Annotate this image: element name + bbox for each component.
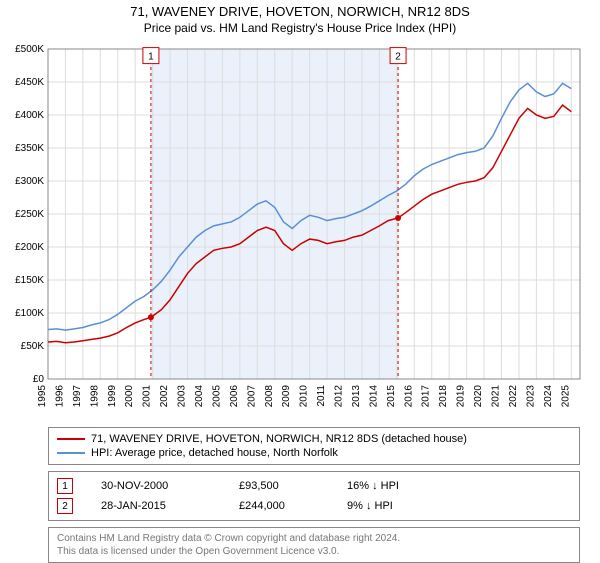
- transaction-price: £244,000: [239, 500, 319, 512]
- attribution: Contains HM Land Registry data © Crown c…: [48, 527, 580, 563]
- svg-text:2: 2: [395, 52, 401, 63]
- svg-text:2025: 2025: [560, 385, 571, 408]
- transactions-table: 1 30-NOV-2000 £93,500 16% ↓ HPI 2 28-JAN-2015…: [48, 471, 580, 521]
- svg-text:2009: 2009: [281, 385, 292, 408]
- svg-text:2001: 2001: [142, 385, 153, 408]
- svg-text:£500K: £500K: [15, 44, 44, 55]
- transaction-marker: 1: [57, 478, 73, 494]
- transaction-marker: 2: [57, 498, 73, 514]
- svg-text:1997: 1997: [72, 385, 83, 408]
- transaction-date: 28-JAN-2015: [101, 500, 211, 512]
- svg-text:2022: 2022: [508, 385, 519, 408]
- svg-text:£150K: £150K: [15, 275, 44, 286]
- transaction-date: 30-NOV-2000: [101, 480, 211, 492]
- svg-text:2005: 2005: [211, 385, 222, 408]
- svg-text:2000: 2000: [124, 385, 135, 408]
- transaction-row: 1 30-NOV-2000 £93,500 16% ↓ HPI: [57, 476, 571, 496]
- svg-text:£200K: £200K: [15, 242, 44, 253]
- svg-text:£450K: £450K: [15, 77, 44, 88]
- transaction-price: £93,500: [239, 480, 319, 492]
- svg-text:2018: 2018: [438, 385, 449, 408]
- transaction-delta: 9% ↓ HPI: [347, 500, 393, 512]
- svg-text:£50K: £50K: [21, 341, 45, 352]
- svg-text:1: 1: [148, 52, 154, 63]
- svg-text:£0: £0: [33, 374, 45, 385]
- svg-text:2016: 2016: [403, 385, 414, 408]
- svg-text:£350K: £350K: [15, 143, 44, 154]
- chart-subtitle: Price paid vs. HM Land Registry's House …: [0, 21, 600, 35]
- attribution-line: Contains HM Land Registry data © Crown c…: [57, 532, 571, 545]
- transaction-delta: 16% ↓ HPI: [347, 480, 399, 492]
- attribution-line: This data is licensed under the Open Gov…: [57, 545, 571, 558]
- svg-text:2012: 2012: [334, 385, 345, 408]
- legend-label: 71, WAVENEY DRIVE, HOVETON, NORWICH, NR1…: [91, 433, 467, 445]
- svg-text:£300K: £300K: [15, 176, 44, 187]
- svg-text:2019: 2019: [456, 385, 467, 408]
- svg-text:2003: 2003: [177, 385, 188, 408]
- legend-row: 71, WAVENEY DRIVE, HOVETON, NORWICH, NR1…: [57, 432, 571, 446]
- svg-text:1998: 1998: [89, 385, 100, 408]
- svg-text:2004: 2004: [194, 385, 205, 408]
- legend-swatch: [57, 452, 85, 454]
- svg-text:1999: 1999: [107, 385, 118, 408]
- svg-text:2021: 2021: [491, 385, 502, 408]
- svg-text:2023: 2023: [525, 385, 536, 408]
- svg-text:£250K: £250K: [15, 209, 44, 220]
- price-chart: £0 £50K £100K £150K £200K £250K £300K £350K £400…: [0, 41, 600, 421]
- svg-text:2013: 2013: [351, 385, 362, 408]
- legend-label: HPI: Average price, detached house, Nort…: [91, 447, 338, 459]
- svg-text:2020: 2020: [473, 385, 484, 408]
- svg-text:£100K: £100K: [15, 308, 44, 319]
- svg-text:2008: 2008: [264, 385, 275, 408]
- svg-text:1995: 1995: [37, 385, 48, 408]
- svg-text:2017: 2017: [421, 385, 432, 408]
- chart-title: 71, WAVENEY DRIVE, HOVETON, NORWICH, NR1…: [0, 4, 600, 19]
- legend: 71, WAVENEY DRIVE, HOVETON, NORWICH, NR1…: [48, 427, 580, 465]
- legend-swatch: [57, 438, 85, 440]
- transaction-row: 2 28-JAN-2015 £244,000 9% ↓ HPI: [57, 496, 571, 516]
- svg-text:2015: 2015: [386, 385, 397, 408]
- svg-text:2010: 2010: [299, 385, 310, 408]
- legend-row: HPI: Average price, detached house, Nort…: [57, 446, 571, 460]
- svg-text:2007: 2007: [246, 385, 257, 408]
- svg-text:1996: 1996: [54, 385, 65, 408]
- svg-text:2011: 2011: [316, 385, 327, 407]
- svg-text:2014: 2014: [368, 385, 379, 408]
- svg-text:2006: 2006: [229, 385, 240, 408]
- svg-text:2024: 2024: [543, 385, 554, 408]
- svg-text:£400K: £400K: [15, 110, 44, 121]
- svg-text:2002: 2002: [159, 385, 170, 408]
